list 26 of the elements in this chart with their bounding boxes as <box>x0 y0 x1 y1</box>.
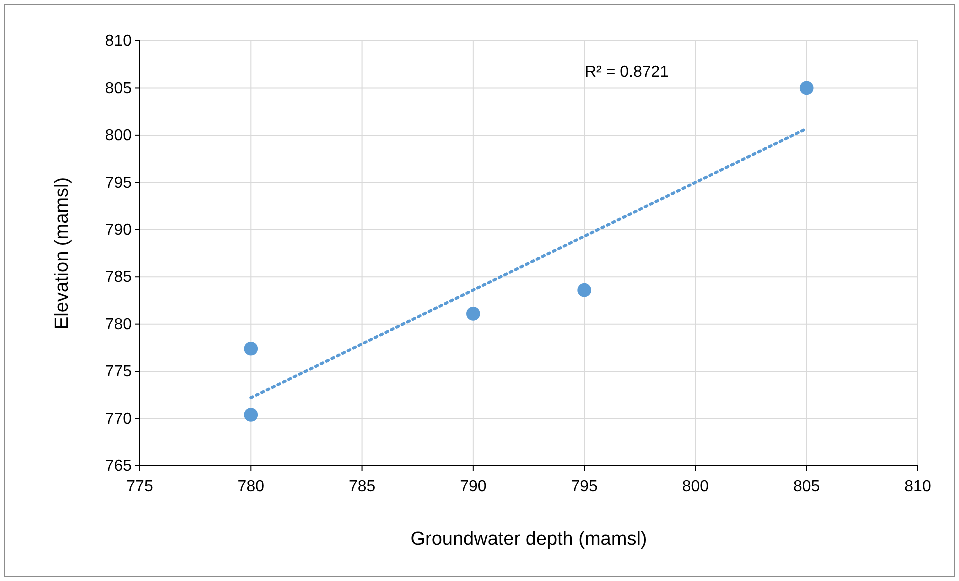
x-axis-title: Groundwater depth (mamsl) <box>410 529 648 550</box>
point <box>244 408 258 422</box>
y-tick-label: 790 <box>105 222 132 240</box>
y-tick-label: 780 <box>105 316 132 334</box>
y-tick-label: 775 <box>105 364 132 381</box>
y-tick-label: 795 <box>105 174 132 192</box>
y-tick-label: 800 <box>105 128 132 145</box>
x-tick-label: 805 <box>794 478 820 496</box>
x-tick-label: 790 <box>460 478 487 496</box>
point <box>244 342 258 356</box>
x-tick-label: 795 <box>571 478 598 496</box>
x-tick-label: 800 <box>682 478 710 496</box>
annotation: R² = 0.8721 <box>585 64 670 81</box>
x-tick-label: 775 <box>126 478 154 496</box>
y-tick-label: 785 <box>105 269 132 286</box>
y-tick-label: 805 <box>105 80 132 98</box>
x-tick-label: 810 <box>904 478 932 496</box>
y-tick-label: 810 <box>105 33 132 50</box>
y-tick-label: 765 <box>105 458 132 476</box>
y-tick-label: 770 <box>105 410 132 428</box>
point <box>578 283 592 298</box>
y-axis-title: Elevation (mamsl) <box>52 177 73 330</box>
x-tick-label: 780 <box>238 478 265 496</box>
x-tick-label: 785 <box>348 478 376 496</box>
point <box>800 81 814 96</box>
point <box>466 307 480 321</box>
